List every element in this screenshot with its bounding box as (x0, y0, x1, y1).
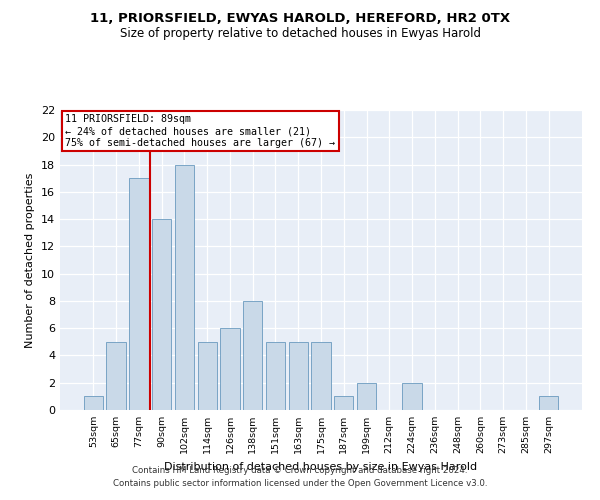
Bar (84, 396, 103, 410)
Bar (357, 382, 376, 410)
Text: Contains HM Land Registry data © Crown copyright and database right 2024.
Contai: Contains HM Land Registry data © Crown c… (113, 466, 487, 487)
Y-axis label: Number of detached properties: Number of detached properties (25, 172, 35, 348)
Bar (311, 342, 331, 410)
Bar (266, 342, 285, 410)
Text: 11, PRIORSFIELD, EWYAS HAROLD, HEREFORD, HR2 0TX: 11, PRIORSFIELD, EWYAS HAROLD, HEREFORD,… (90, 12, 510, 26)
Bar (197, 342, 217, 410)
Bar (152, 219, 172, 410)
Bar (220, 328, 239, 410)
Text: Size of property relative to detached houses in Ewyas Harold: Size of property relative to detached ho… (119, 28, 481, 40)
Bar (403, 382, 422, 410)
Bar (289, 342, 308, 410)
Bar (334, 396, 353, 410)
Bar (129, 178, 149, 410)
X-axis label: Distribution of detached houses by size in Ewyas Harold: Distribution of detached houses by size … (164, 462, 478, 471)
Bar (243, 301, 262, 410)
Bar (175, 164, 194, 410)
Text: 11 PRIORSFIELD: 89sqm
← 24% of detached houses are smaller (21)
75% of semi-deta: 11 PRIORSFIELD: 89sqm ← 24% of detached … (65, 114, 335, 148)
Bar (106, 342, 126, 410)
Bar (539, 396, 558, 410)
